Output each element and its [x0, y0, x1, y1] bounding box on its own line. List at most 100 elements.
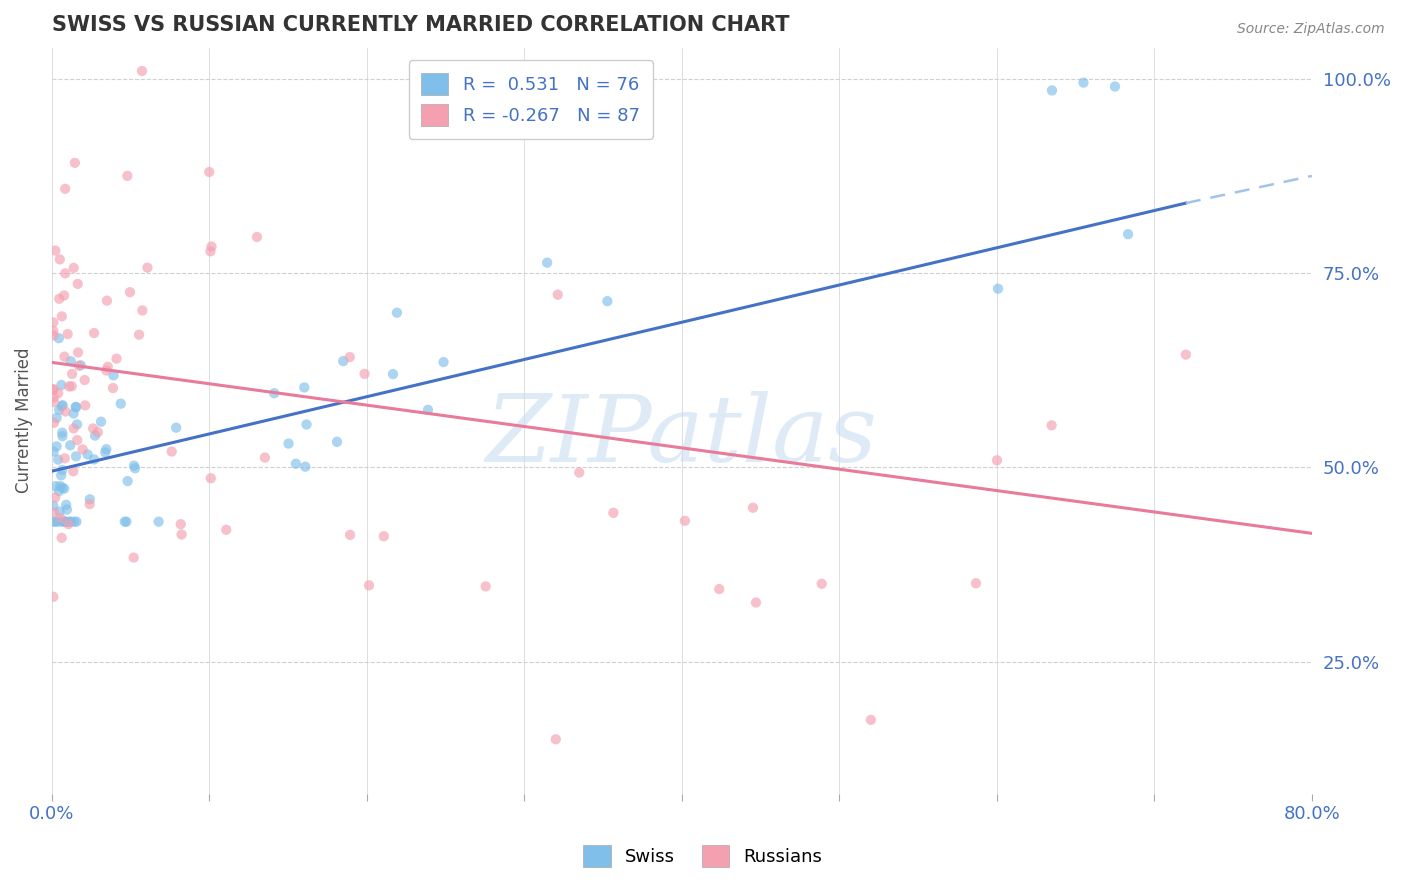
Text: ZIPatlas: ZIPatlas — [486, 391, 877, 481]
Point — [253, 450, 276, 465]
Point — [165, 420, 187, 434]
Point — [84, 428, 107, 442]
Point — [1073, 76, 1095, 90]
Point — [474, 579, 496, 593]
Point — [101, 381, 124, 395]
Point — [96, 293, 118, 308]
Point — [810, 576, 832, 591]
Point — [200, 471, 222, 485]
Point — [544, 732, 567, 747]
Point — [51, 515, 73, 529]
Point — [42, 416, 65, 430]
Point — [49, 511, 72, 525]
Point — [45, 439, 67, 453]
Point — [67, 345, 90, 359]
Point — [55, 404, 77, 418]
Point — [42, 444, 65, 458]
Point — [48, 292, 70, 306]
Point — [56, 327, 79, 342]
Point — [1174, 348, 1197, 362]
Point — [66, 433, 89, 447]
Point — [62, 464, 84, 478]
Point — [62, 260, 84, 275]
Point — [66, 417, 89, 432]
Point — [332, 354, 354, 368]
Point — [52, 398, 75, 412]
Point — [49, 479, 72, 493]
Point — [385, 306, 408, 320]
Point — [83, 452, 105, 467]
Point — [48, 484, 70, 499]
Point — [292, 380, 315, 394]
Point — [51, 399, 73, 413]
Point — [295, 417, 318, 432]
Point — [53, 182, 76, 196]
Point — [859, 713, 882, 727]
Point — [53, 266, 76, 280]
Point — [83, 326, 105, 340]
Point — [114, 515, 136, 529]
Point — [59, 438, 82, 452]
Point — [44, 491, 66, 505]
Point — [48, 505, 70, 519]
Point — [69, 359, 91, 373]
Point — [110, 397, 132, 411]
Point — [547, 287, 569, 301]
Point — [198, 165, 221, 179]
Point — [73, 373, 96, 387]
Text: SWISS VS RUSSIAN CURRENTLY MARRIED CORRELATION CHART: SWISS VS RUSSIAN CURRENTLY MARRIED CORRE… — [52, 15, 789, 35]
Point — [82, 421, 104, 435]
Point — [79, 497, 101, 511]
Point — [42, 315, 65, 329]
Legend: Swiss, Russians: Swiss, Russians — [576, 838, 830, 874]
Point — [76, 447, 98, 461]
Point — [148, 515, 170, 529]
Point — [94, 445, 117, 459]
Point — [51, 429, 73, 443]
Point — [42, 328, 65, 343]
Point — [136, 260, 159, 275]
Point — [357, 578, 380, 592]
Point — [131, 303, 153, 318]
Point — [124, 461, 146, 475]
Point — [42, 383, 65, 397]
Point — [246, 230, 269, 244]
Point — [55, 515, 77, 529]
Point — [117, 474, 139, 488]
Point — [1116, 227, 1139, 242]
Point — [59, 515, 82, 529]
Point — [42, 382, 65, 396]
Point — [65, 515, 87, 529]
Point — [67, 359, 90, 373]
Point — [117, 169, 139, 183]
Point — [709, 582, 731, 596]
Point — [1104, 79, 1126, 94]
Point — [294, 459, 316, 474]
Point — [42, 324, 65, 338]
Point — [339, 528, 361, 542]
Point — [200, 244, 222, 259]
Point — [131, 64, 153, 78]
Point — [1040, 418, 1063, 433]
Point — [536, 255, 558, 269]
Point — [263, 386, 285, 401]
Point — [53, 451, 76, 466]
Point — [596, 294, 619, 309]
Point — [66, 277, 89, 291]
Point — [170, 517, 193, 532]
Point — [42, 515, 65, 529]
Point — [49, 252, 72, 267]
Point — [568, 466, 591, 480]
Point — [53, 515, 76, 529]
Point — [60, 379, 83, 393]
Point — [90, 415, 112, 429]
Point — [48, 331, 70, 345]
Point — [46, 452, 69, 467]
Point — [51, 310, 73, 324]
Point — [1040, 83, 1063, 97]
Point — [45, 411, 67, 425]
Point — [65, 401, 87, 415]
Point — [373, 529, 395, 543]
Point — [742, 500, 765, 515]
Point — [72, 442, 94, 457]
